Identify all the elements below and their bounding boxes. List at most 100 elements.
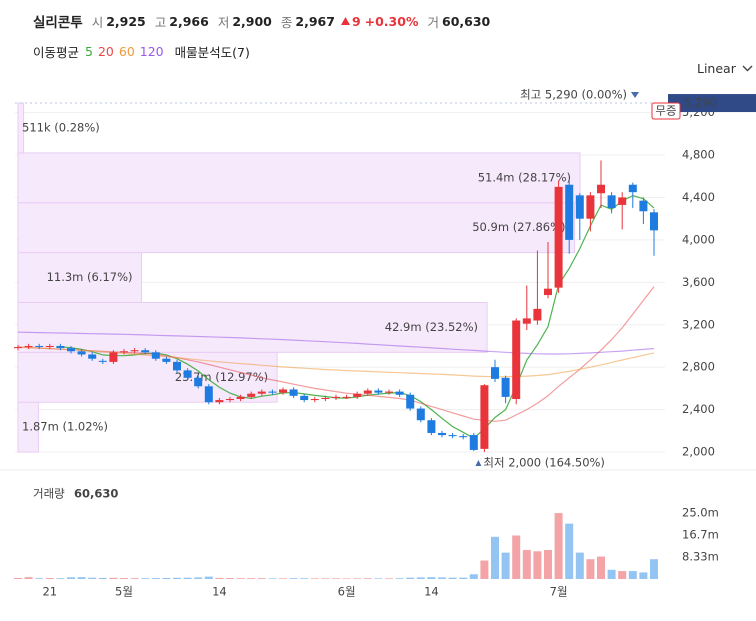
legend-entry[interactable]: 60 [118,43,135,59]
volume-bar [448,577,457,579]
candle-body [98,360,107,362]
candle-body [300,395,309,401]
low-value: 2,900 [232,13,272,29]
stock-name: 실리콘투 [33,15,83,31]
candle-body [438,432,446,436]
candle-body [342,396,351,398]
candle-body [130,350,139,352]
candle-body [215,400,224,403]
volume-title: 거래량 [33,487,65,501]
volume-last-value: 60,630 [74,487,118,501]
profile-toggle[interactable]: 매물분석도(7) [174,44,250,60]
candle-body [639,200,648,212]
candle-body [56,345,65,349]
ma-label[interactable]: 이동평균 [33,44,80,60]
candle-body [469,435,478,450]
volume-bar [342,578,351,579]
volume-bar [24,577,33,579]
volume-bar [56,578,65,579]
volume-bar [332,578,340,579]
volume-bar [554,513,563,579]
chevron [742,65,753,71]
volume-profile-label: 50.9m (27.86%) [472,220,565,234]
y-tick-label: 4,800 [682,148,715,162]
volume-bar [279,578,287,579]
candle-body [597,184,605,194]
legend-entry[interactable]: 20 [97,43,114,59]
candle-body [247,393,256,397]
volume-bar [416,577,425,579]
candle-body [395,391,404,395]
moving-average-line [17,331,655,355]
candle-body [45,345,54,348]
volume-profile-label: 11.3m (6.17%) [47,270,133,284]
candle-body [162,358,171,362]
candle-body [321,397,330,400]
scale-mode[interactable]: Linear [697,60,736,76]
candle-body [618,197,627,205]
volume-bar [533,551,542,579]
volume-bar [162,577,171,579]
candle-body [173,361,181,371]
high-value: 2,966 [169,13,209,29]
volume-bar [459,577,468,579]
volume-bar [120,578,128,579]
candle-body [512,320,521,400]
change-percent: +0.30% [364,13,419,29]
legend-entry[interactable]: 5 [85,43,93,59]
volume-bar [565,523,574,579]
y-tick-label: 3,600 [682,275,715,289]
x-tick-label: 5월 [115,585,133,599]
volume-bar [363,578,372,579]
candle-body [491,367,499,379]
y-tick-label: 8.33m [682,550,719,564]
candle-body [279,389,287,393]
badge-box [651,102,681,120]
volume-bar [204,576,213,579]
quote-header: 실리콘투 시 2,925 고 2,966 저 2,900 종 2,967 9 +0.30… [33,11,490,32]
up-arrow [340,16,350,25]
y-tick-label: 4,000 [682,232,715,246]
volume-bar [194,577,203,579]
last-price-label: 5,290 [684,96,717,110]
volume-bar [173,577,181,579]
candle-body [416,408,425,421]
volume-bar [236,578,245,579]
y-tick-label: 4,400 [682,190,715,204]
volume-label: 거 [427,14,439,30]
volume-bar [247,578,256,579]
volume-bar [45,578,54,579]
candle-body [565,184,574,240]
candle-body [257,391,266,394]
volume-bar [618,571,627,579]
volume-bar [575,552,584,579]
candle-body [226,399,234,401]
candle-body [141,350,150,353]
y-tick-label: 16.7m [682,527,719,541]
candle-body [650,212,658,231]
volume-profile-label: 42.9m (23.52%) [385,320,478,334]
volume-profile-label: 51.4m (28.17%) [478,170,571,184]
volume-bar [544,549,552,579]
candle-body [448,435,457,437]
volume-profile-label: 511k (0.28%) [22,120,100,134]
volume-bar [98,577,107,579]
volume-bar [438,577,446,579]
volume-bar [130,578,139,579]
volume-bar [257,578,266,579]
high-note: 최고 5,290 (0.00%) [520,88,627,102]
volume-bar [215,577,224,579]
candle-body [501,377,510,397]
volume-bar [353,578,362,579]
candle-body [427,420,436,433]
candle-body [480,385,489,449]
legend-entry[interactable]: 120 [139,43,164,59]
scale-toggle[interactable]: Linear [697,58,753,78]
candle-body [607,195,616,209]
high-label: 고 [154,14,167,30]
x-tick-label: 14 [424,585,439,599]
candle-body [236,396,245,400]
high-note-arrow [631,92,639,99]
